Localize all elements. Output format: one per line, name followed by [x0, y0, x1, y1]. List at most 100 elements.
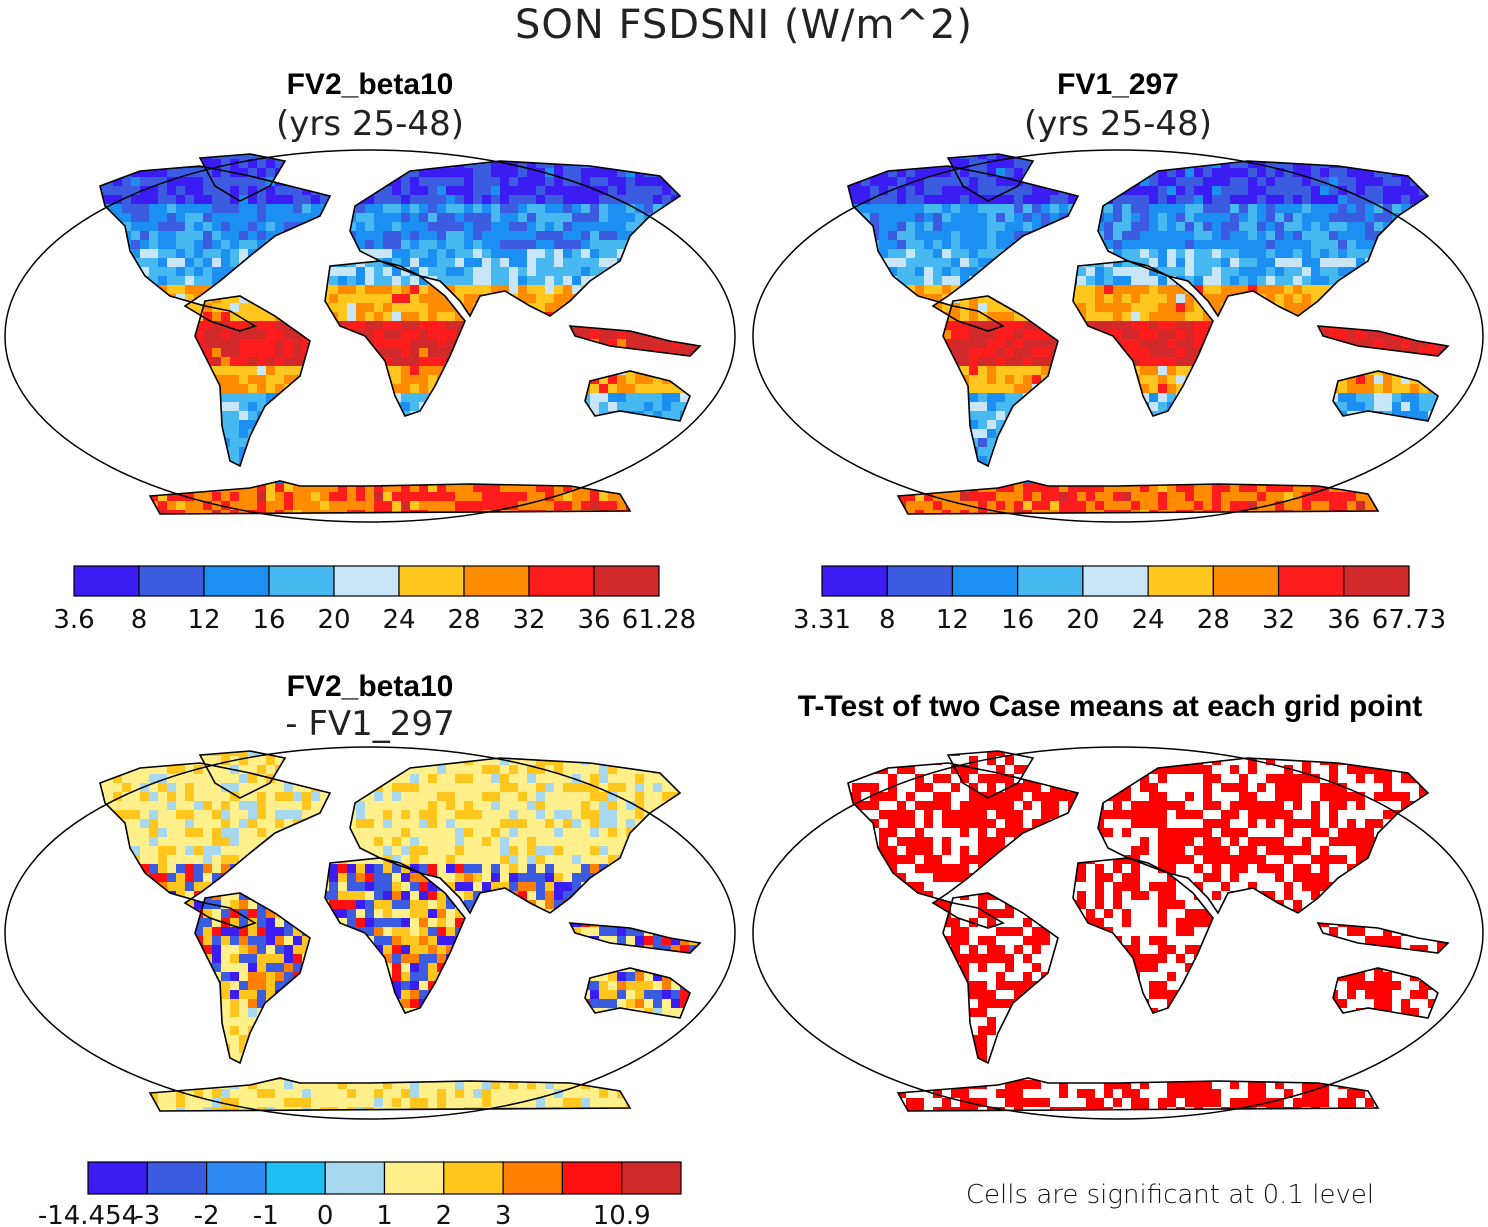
australia [1332, 370, 1439, 422]
colorbar-swatch [1212, 565, 1280, 597]
colorbar-tick-label: 1 [376, 1201, 393, 1227]
colorbar-bottom-left: -14.454-3 -2 -1 0 1 2 3 10.9 [38, 1161, 682, 1227]
colorbar-tick-label: 3.31 [793, 605, 851, 635]
map-top-right [752, 149, 1484, 523]
antarctica [896, 480, 1380, 515]
map-top-right-coastlines [847, 153, 1450, 515]
significance-footnote: Cells are significant at 0.1 level [965, 1180, 1375, 1210]
greenland [198, 750, 287, 799]
map-bottom-left-border [4, 746, 736, 1120]
panel-title-bottom-right: T-Test of two Case means at each grid po… [797, 690, 1423, 723]
figure-title: SON FSDSNI (W/m^2) [515, 2, 973, 48]
africa [1072, 260, 1214, 417]
panel-subtitle-top-right: (yrs 25-48) [1024, 104, 1212, 144]
colorbar-swatch [1082, 565, 1149, 597]
colorbar-tick-label: 3.6 [53, 605, 94, 635]
colorbar-swatch [73, 565, 140, 597]
south-america [194, 892, 311, 1065]
colorbar-swatch [1017, 565, 1084, 597]
africa [1072, 857, 1214, 1014]
map-bottom-right [752, 746, 1484, 1120]
colorbar-swatch [621, 1161, 682, 1195]
colorbar-tick-label: 20 [1066, 605, 1099, 635]
africa [324, 857, 466, 1014]
colorbar-swatch [593, 565, 660, 597]
colorbar-tick-label: 8 [131, 605, 148, 635]
eurasia [349, 160, 682, 318]
colorbar-tick-label: 24 [382, 605, 415, 635]
colorbar-tick-label: 20 [317, 605, 350, 635]
colorbar-swatch [206, 1161, 267, 1195]
colorbar-swatch [463, 565, 530, 597]
greenland [946, 750, 1035, 799]
colorbar-tick-label: 12 [187, 605, 220, 635]
colorbar-swatch [268, 565, 335, 597]
colorbar-swatch [146, 1161, 208, 1195]
greenland [946, 153, 1035, 202]
map-bottom-left-coastlines [99, 750, 702, 1112]
colorbar-top-right: 3.31 8 12 16 20 24 28 32 36 67.73 [793, 565, 1446, 635]
map-top-left-coastlines [99, 153, 702, 515]
antarctica [148, 1077, 632, 1112]
colorbar-tick-label: 3 [495, 1201, 512, 1227]
colorbar-tick-label: 24 [1132, 605, 1165, 635]
colorbar-swatch [138, 565, 205, 597]
australia [1332, 967, 1439, 1019]
colorbar-tick-label: 28 [1197, 605, 1230, 635]
antarctica [896, 1077, 1380, 1112]
colorbar-tick-label: 16 [1001, 605, 1034, 635]
colorbar-swatch [528, 565, 595, 597]
colorbar-swatch [821, 565, 888, 597]
colorbar-swatch [333, 565, 400, 597]
colorbar-tick-label: 36 [1327, 605, 1360, 635]
colorbar-tick-label: 0 [317, 1201, 334, 1227]
colorbar-swatch [502, 1161, 564, 1195]
map-bottom-left [4, 746, 736, 1120]
colorbar-tick-label: -2 [194, 1201, 220, 1227]
colorbar-top-left: 3.6 8 12 16 20 24 28 32 36 61.28 [53, 565, 696, 635]
maritime-continent [1316, 325, 1450, 357]
map-bottom-right-coastlines [847, 750, 1450, 1112]
colorbar-swatch [886, 565, 954, 597]
colorbar-swatch [265, 1161, 326, 1195]
north-america [99, 762, 332, 929]
panel-subtitle-top-left: (yrs 25-48) [276, 104, 464, 144]
map-top-left [4, 149, 736, 523]
colorbar-tick-label: -14.454 [38, 1201, 138, 1227]
panel-title-top-right: FV1_297 [1057, 68, 1179, 101]
colorbar-swatch [561, 1161, 623, 1195]
north-america [847, 762, 1080, 929]
colorbar-swatch [951, 565, 1019, 597]
colorbar-tick-label: 16 [252, 605, 285, 635]
colorbar-tick-label: 8 [879, 605, 896, 635]
colorbar-swatch [1343, 565, 1410, 597]
colorbar-swatch [398, 565, 465, 597]
maritime-continent [1316, 922, 1450, 954]
colorbar-swatch [383, 1161, 445, 1195]
colorbar-tick-label: 32 [512, 605, 545, 635]
africa [324, 260, 466, 417]
south-america [942, 295, 1059, 468]
colorbar-swatch [443, 1161, 504, 1195]
colorbar-tick-label: 32 [1262, 605, 1295, 635]
australia [584, 967, 691, 1019]
colorbar-tick-label: 12 [936, 605, 969, 635]
colorbar-tick-label: 28 [447, 605, 480, 635]
antarctica [148, 480, 632, 515]
colorbar-tick-label: 61.28 [622, 605, 696, 635]
colorbar-tick-label: -3 [134, 1201, 160, 1227]
australia [584, 370, 691, 422]
colorbar-tick-label: 10.9 [593, 1201, 651, 1227]
north-america [847, 165, 1080, 332]
colorbar-swatch [324, 1161, 386, 1195]
panel-subtitle-bottom-left: - FV1_297 [285, 704, 455, 744]
colorbar-tick-label: 2 [436, 1201, 453, 1227]
maritime-continent [568, 922, 702, 954]
map-top-left-border [4, 149, 736, 523]
eurasia [1097, 160, 1430, 318]
panel-title-top-left: FV2_beta10 [286, 68, 454, 101]
colorbar-tick-label: 67.73 [1372, 605, 1446, 635]
map-top-right-border [752, 149, 1484, 523]
colorbar-swatch [87, 1161, 148, 1195]
